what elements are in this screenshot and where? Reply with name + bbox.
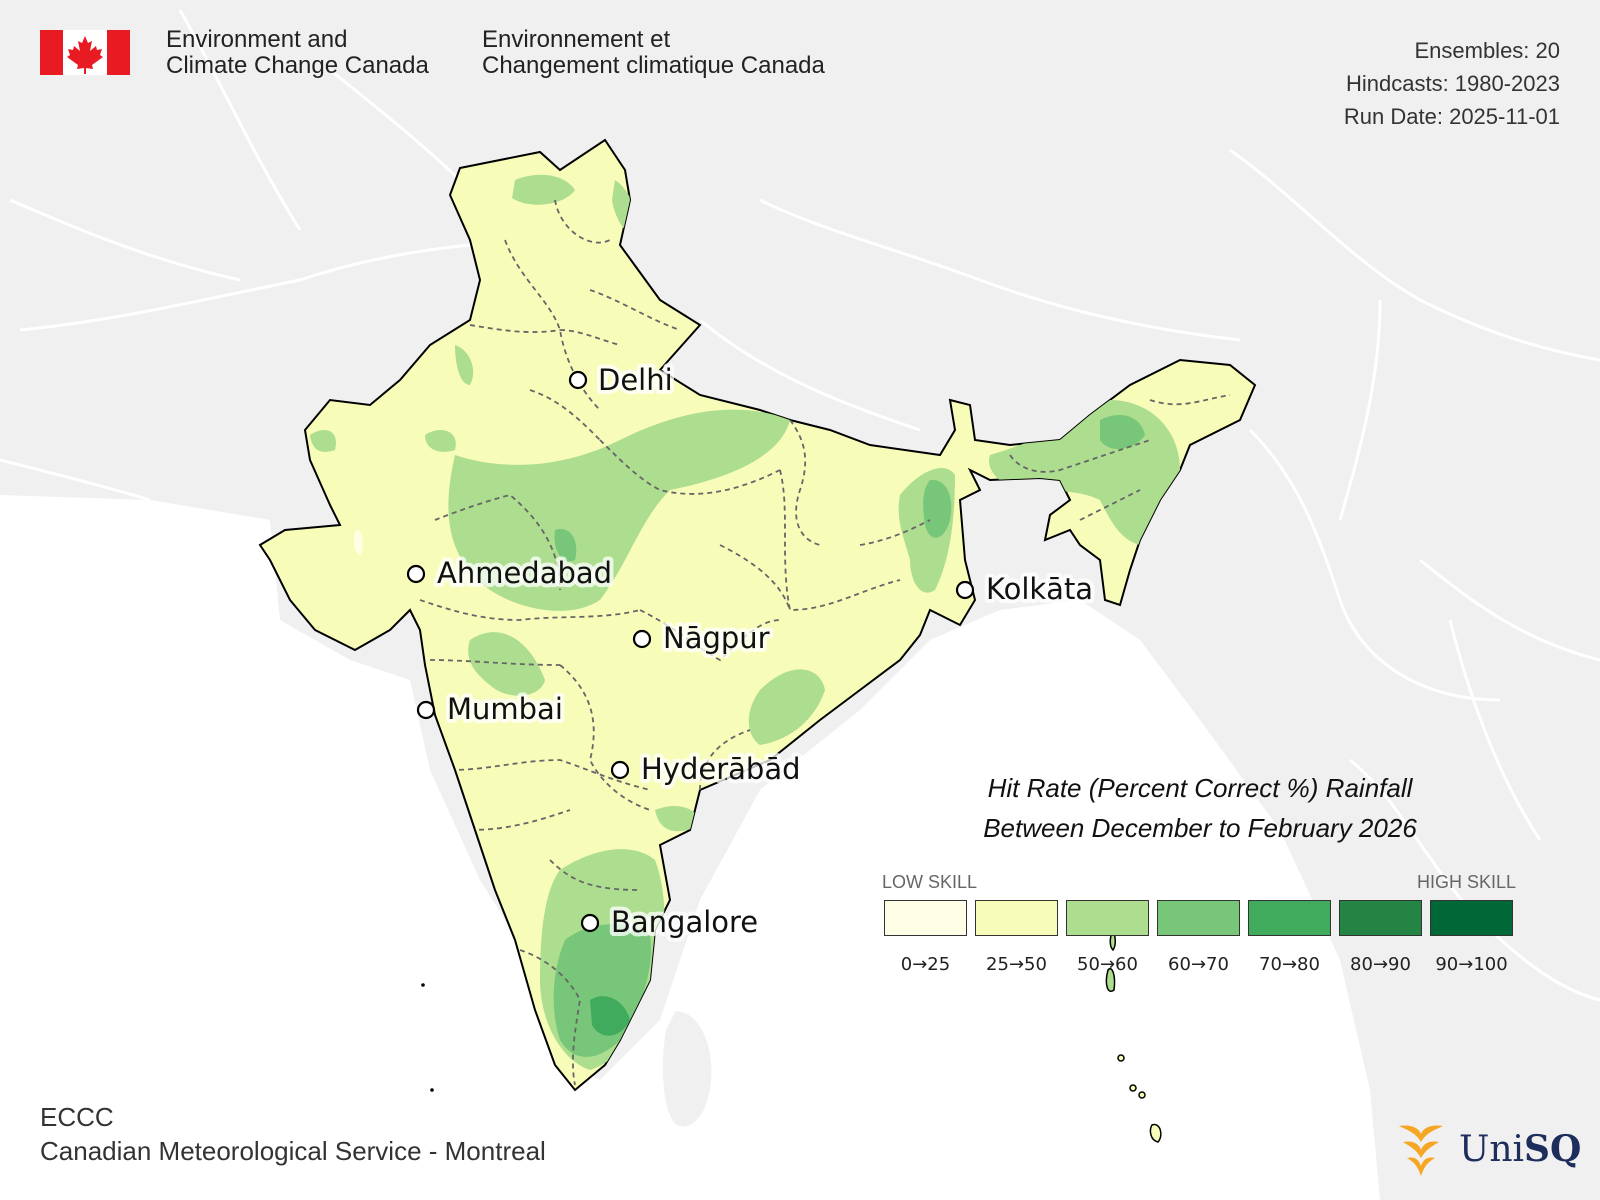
legend-label: 25→50 xyxy=(986,954,1047,975)
unisq-prefix: Uni xyxy=(1459,1129,1525,1170)
city-label: Mumbai xyxy=(447,692,563,726)
legend-swatch-80-90 xyxy=(1339,900,1422,936)
legend-label: 60→70 xyxy=(1168,954,1229,975)
high-skill-label: HIGH SKILL xyxy=(1417,872,1517,892)
city-dot xyxy=(580,913,600,933)
neighbour-borders xyxy=(0,9,1600,1002)
sri-lanka xyxy=(661,1008,714,1129)
city-dot xyxy=(632,629,652,649)
legend-label: 70→80 xyxy=(1259,954,1320,975)
legend-swatch-60-70 xyxy=(1157,900,1240,936)
agency-en-line1: Environment and xyxy=(166,26,348,53)
city-dot xyxy=(406,564,426,584)
city-label: Ahmedabad xyxy=(437,556,612,590)
legend-label: 0→25 xyxy=(900,954,951,975)
zone-60-70-mp xyxy=(554,529,577,562)
city-bangalore: Bangalore xyxy=(580,901,762,943)
zone-50-60-rajasthan-2 xyxy=(425,430,456,452)
zone-50-60-rajasthan xyxy=(455,345,474,385)
low-skill-label: LOW SKILL xyxy=(882,872,978,892)
legend-title-line1: Hit Rate (Percent Correct %) Rainfall xyxy=(987,773,1413,803)
city-ahmedabad: Ahmedabad xyxy=(406,552,616,594)
legend-swatch-70-80 xyxy=(1248,900,1331,936)
zone-50-60-east-coast xyxy=(748,669,825,745)
lakshadweep-islands xyxy=(421,983,434,1092)
footer-line1: ECCC xyxy=(40,1102,114,1132)
agency-fr-line2: Changement climatique Canada xyxy=(482,52,825,79)
city-delhi: Delhi xyxy=(568,359,677,401)
city-dot xyxy=(416,700,436,720)
city-label: Delhi xyxy=(598,363,673,397)
footer-line2: Canadian Meteorological Service - Montre… xyxy=(40,1136,546,1166)
zone-0-25-gujarat xyxy=(353,529,363,556)
india-landmass xyxy=(258,138,1257,1092)
city-kolkata: Kolkāta xyxy=(955,568,1097,610)
footer-credit: ECCC Canadian Meteorological Service - M… xyxy=(40,1100,546,1168)
city-label: Hyderābād xyxy=(641,752,801,786)
legend-swatch-50-60 xyxy=(1066,900,1149,936)
legend-title: Hit Rate (Percent Correct %) Rainfall Be… xyxy=(950,768,1450,848)
city-nagpur: Nāgpur xyxy=(632,617,774,659)
agency-name-en: Environment and Climate Change Canada xyxy=(166,27,429,79)
agency-name-fr: Environnement et Changement climatique C… xyxy=(482,27,825,79)
legend-swatch-0-25 xyxy=(884,900,967,936)
legend-swatch-90-100 xyxy=(1430,900,1513,936)
state-borders xyxy=(419,199,1231,1086)
city-dot xyxy=(955,580,975,600)
agency-fr-line1: Environnement et xyxy=(482,26,671,53)
city-markers: Delhi Ahmedabad Kolkāta Nāgpur Mumbai Hy… xyxy=(406,359,1097,943)
zone-50-60-coastal-ap xyxy=(655,805,700,832)
ensembles-text: Ensembles: 20 xyxy=(1414,38,1560,63)
agency-en-line2: Climate Change Canada xyxy=(166,52,429,79)
city-mumbai: Mumbai xyxy=(416,688,567,730)
zone-70-80-kerala xyxy=(590,996,630,1036)
legend-title-line2: Between December to February 2026 xyxy=(983,813,1417,843)
run-date-text: Run Date: 2025-11-01 xyxy=(1343,104,1560,129)
arabian-sea xyxy=(0,495,640,1200)
city-dot xyxy=(610,760,630,780)
city-label: Nāgpur xyxy=(663,621,770,655)
zone-60-70-assam xyxy=(1100,415,1145,450)
andaman-islands xyxy=(1105,931,1162,1143)
canada-flag xyxy=(40,30,130,75)
unisq-emblem-icon xyxy=(1399,1125,1443,1176)
forecast-meta: Ensembles: 20 Hindcasts: 1980-2023 Run D… xyxy=(1344,34,1560,133)
zone-50-60-north xyxy=(512,174,575,205)
zone-60-70-jharkhand xyxy=(923,479,952,538)
city-dot xyxy=(568,370,588,390)
zone-50-60-central xyxy=(448,409,790,611)
city-label: Bangalore xyxy=(611,905,758,939)
legend-label: 90→100 xyxy=(1435,954,1508,975)
unisq-logo: UniSQ xyxy=(1395,1120,1581,1180)
legend-swatch-25-50 xyxy=(975,900,1058,936)
city-hyderabad: Hyderābād xyxy=(610,748,805,790)
skill-zones xyxy=(310,174,1180,1070)
unisq-suffix: SQ xyxy=(1524,1128,1582,1170)
hindcasts-text: Hindcasts: 1980-2023 xyxy=(1345,71,1560,96)
city-label: Kolkāta xyxy=(986,572,1093,606)
legend-label: 50→60 xyxy=(1077,954,1138,975)
zone-50-60-gujarat-w xyxy=(310,430,336,452)
legend-label: 80→90 xyxy=(1350,954,1411,975)
unisq-wordmark: UniSQ xyxy=(1459,1128,1581,1170)
